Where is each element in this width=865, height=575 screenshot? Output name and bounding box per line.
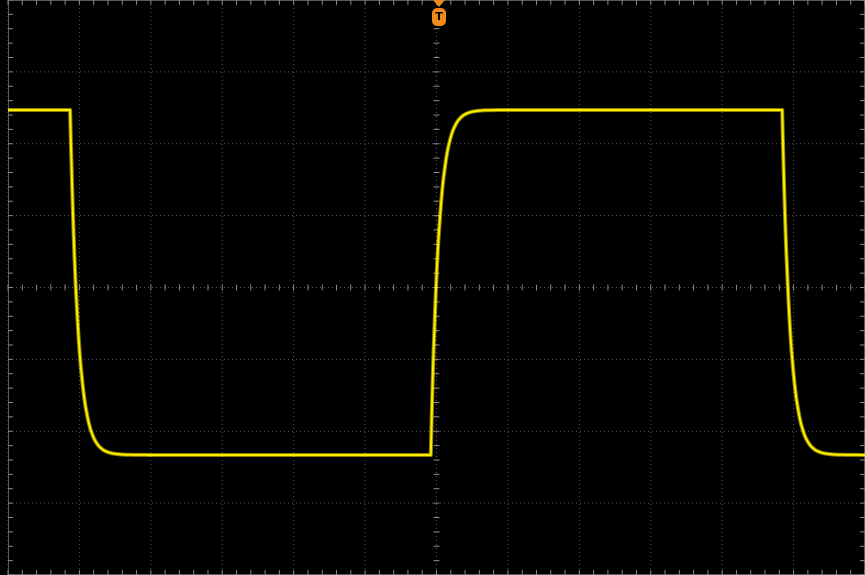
trigger-marker-icon xyxy=(432,0,446,26)
trigger-label: T xyxy=(435,10,443,23)
trace-line xyxy=(8,109,865,456)
trigger-position-marker[interactable]: T xyxy=(428,0,450,30)
trigger-arrow-icon xyxy=(433,0,445,7)
channel-1-trace xyxy=(8,108,865,457)
trigger-badge xyxy=(432,8,446,26)
